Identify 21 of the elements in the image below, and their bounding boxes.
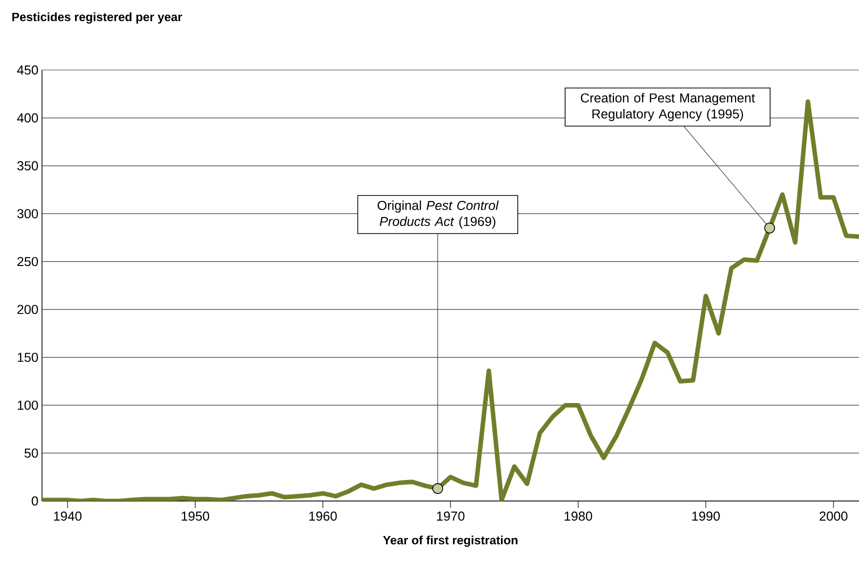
y-axis-title: Pesticides registered per year [12, 12, 182, 24]
y-tick-label: 0 [32, 496, 38, 506]
y-tick-label: 250 [17, 256, 38, 266]
x-tick-label: 1990 [692, 512, 720, 521]
annotation: Original Pest Control Products Act (1969) [378, 200, 499, 229]
y-tick-label: 150 [18, 352, 38, 362]
annotation: Creation of Pest Management Regulatory Agency (1995) [580, 92, 755, 122]
y-tick-label: 400 [17, 113, 38, 122]
y-tick-label: 450 [17, 65, 38, 75]
x-tick-label: 1950 [182, 512, 210, 521]
y-tick-label: 200 [17, 304, 38, 314]
x-tick-label: 1980 [564, 512, 592, 521]
x-tick-label: 1940 [54, 512, 82, 521]
y-tick-label: 300 [17, 209, 38, 218]
x-tick-label: 2000 [820, 512, 848, 521]
y-tick-label: 350 [17, 161, 38, 170]
x-tick-label: 1960 [309, 512, 337, 521]
x-tick-label: 1970 [437, 512, 464, 521]
y-tick-label: 100 [18, 400, 38, 410]
x-axis-title: Year of first registration [383, 536, 518, 547]
y-tick-label: 50 [24, 448, 38, 458]
